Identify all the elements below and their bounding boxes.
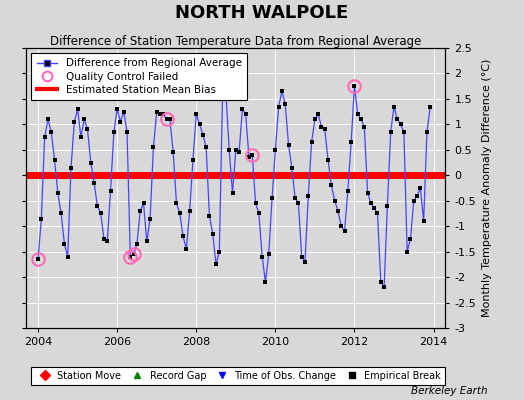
Title: Difference of Station Temperature Data from Regional Average: Difference of Station Temperature Data f… [50,35,421,48]
Text: NORTH WALPOLE: NORTH WALPOLE [176,4,348,22]
Y-axis label: Monthly Temperature Anomaly Difference (°C): Monthly Temperature Anomaly Difference (… [482,59,492,317]
Text: Berkeley Earth: Berkeley Earth [411,386,487,396]
Legend: Station Move, Record Gap, Time of Obs. Change, Empirical Break: Station Move, Record Gap, Time of Obs. C… [31,367,445,385]
